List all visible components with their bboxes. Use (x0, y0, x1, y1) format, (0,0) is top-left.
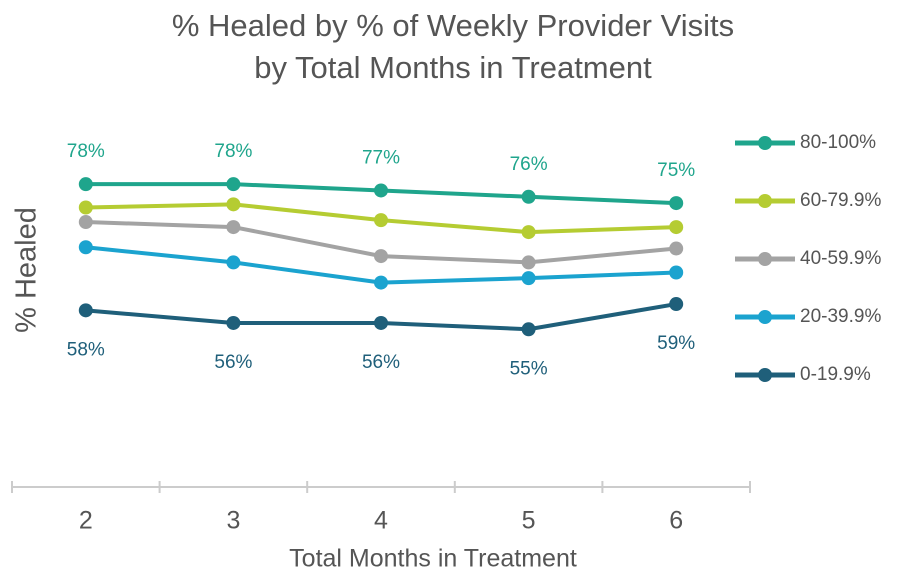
data-point (521, 255, 536, 270)
data-point (521, 225, 536, 240)
data-point (374, 275, 388, 290)
y-axis-title: % Healed (11, 207, 43, 333)
data-point (226, 255, 241, 270)
x-tick-label: 2 (79, 507, 93, 535)
data-label: 58% (67, 339, 105, 360)
chart-title: by Total Months in Treatment (254, 50, 652, 85)
data-label: 78% (67, 141, 105, 162)
legend-marker (758, 368, 772, 382)
chart-title: % Healed by % of Weekly Provider Visits (172, 8, 734, 43)
data-label: 75% (657, 160, 695, 181)
x-tick-label: 5 (522, 507, 536, 535)
data-point (521, 322, 536, 337)
legend-marker (758, 310, 772, 324)
x-axis-title: Total Months in Treatment (289, 545, 577, 573)
legend-marker (758, 136, 772, 150)
legend-label: 0-19.9% (800, 364, 871, 385)
legend-label: 40-59.9% (800, 248, 881, 269)
data-point (226, 197, 241, 212)
x-tick-label: 3 (226, 507, 240, 535)
data-point (374, 183, 388, 198)
x-tick-label: 6 (669, 507, 683, 535)
data-point (226, 177, 241, 192)
data-point (669, 265, 684, 280)
legend-label: 80-100% (800, 132, 876, 153)
data-point (78, 303, 93, 318)
legend-label: 20-39.9% (800, 306, 881, 327)
data-point (669, 220, 684, 235)
data-label: 56% (214, 352, 252, 373)
data-label: 76% (510, 154, 548, 175)
data-point (226, 220, 241, 235)
data-point (78, 200, 93, 215)
legend-label: 60-79.9% (800, 190, 881, 211)
data-point (374, 213, 388, 228)
data-point (78, 240, 93, 255)
data-point (78, 215, 93, 230)
data-label: 59% (657, 333, 695, 354)
data-label: 56% (362, 352, 400, 373)
data-point (521, 189, 536, 204)
x-tick-label: 4 (374, 507, 388, 535)
legend-marker (758, 252, 772, 266)
data-point (669, 196, 684, 211)
data-point (374, 315, 388, 330)
data-point (226, 315, 241, 330)
data-point (78, 177, 93, 192)
data-label: 55% (510, 358, 548, 379)
data-point (669, 297, 684, 312)
data-point (669, 241, 684, 256)
legend-marker (758, 194, 772, 208)
data-label: 78% (214, 141, 252, 162)
data-point (521, 271, 536, 286)
data-point (374, 249, 388, 264)
data-label: 77% (362, 147, 400, 168)
